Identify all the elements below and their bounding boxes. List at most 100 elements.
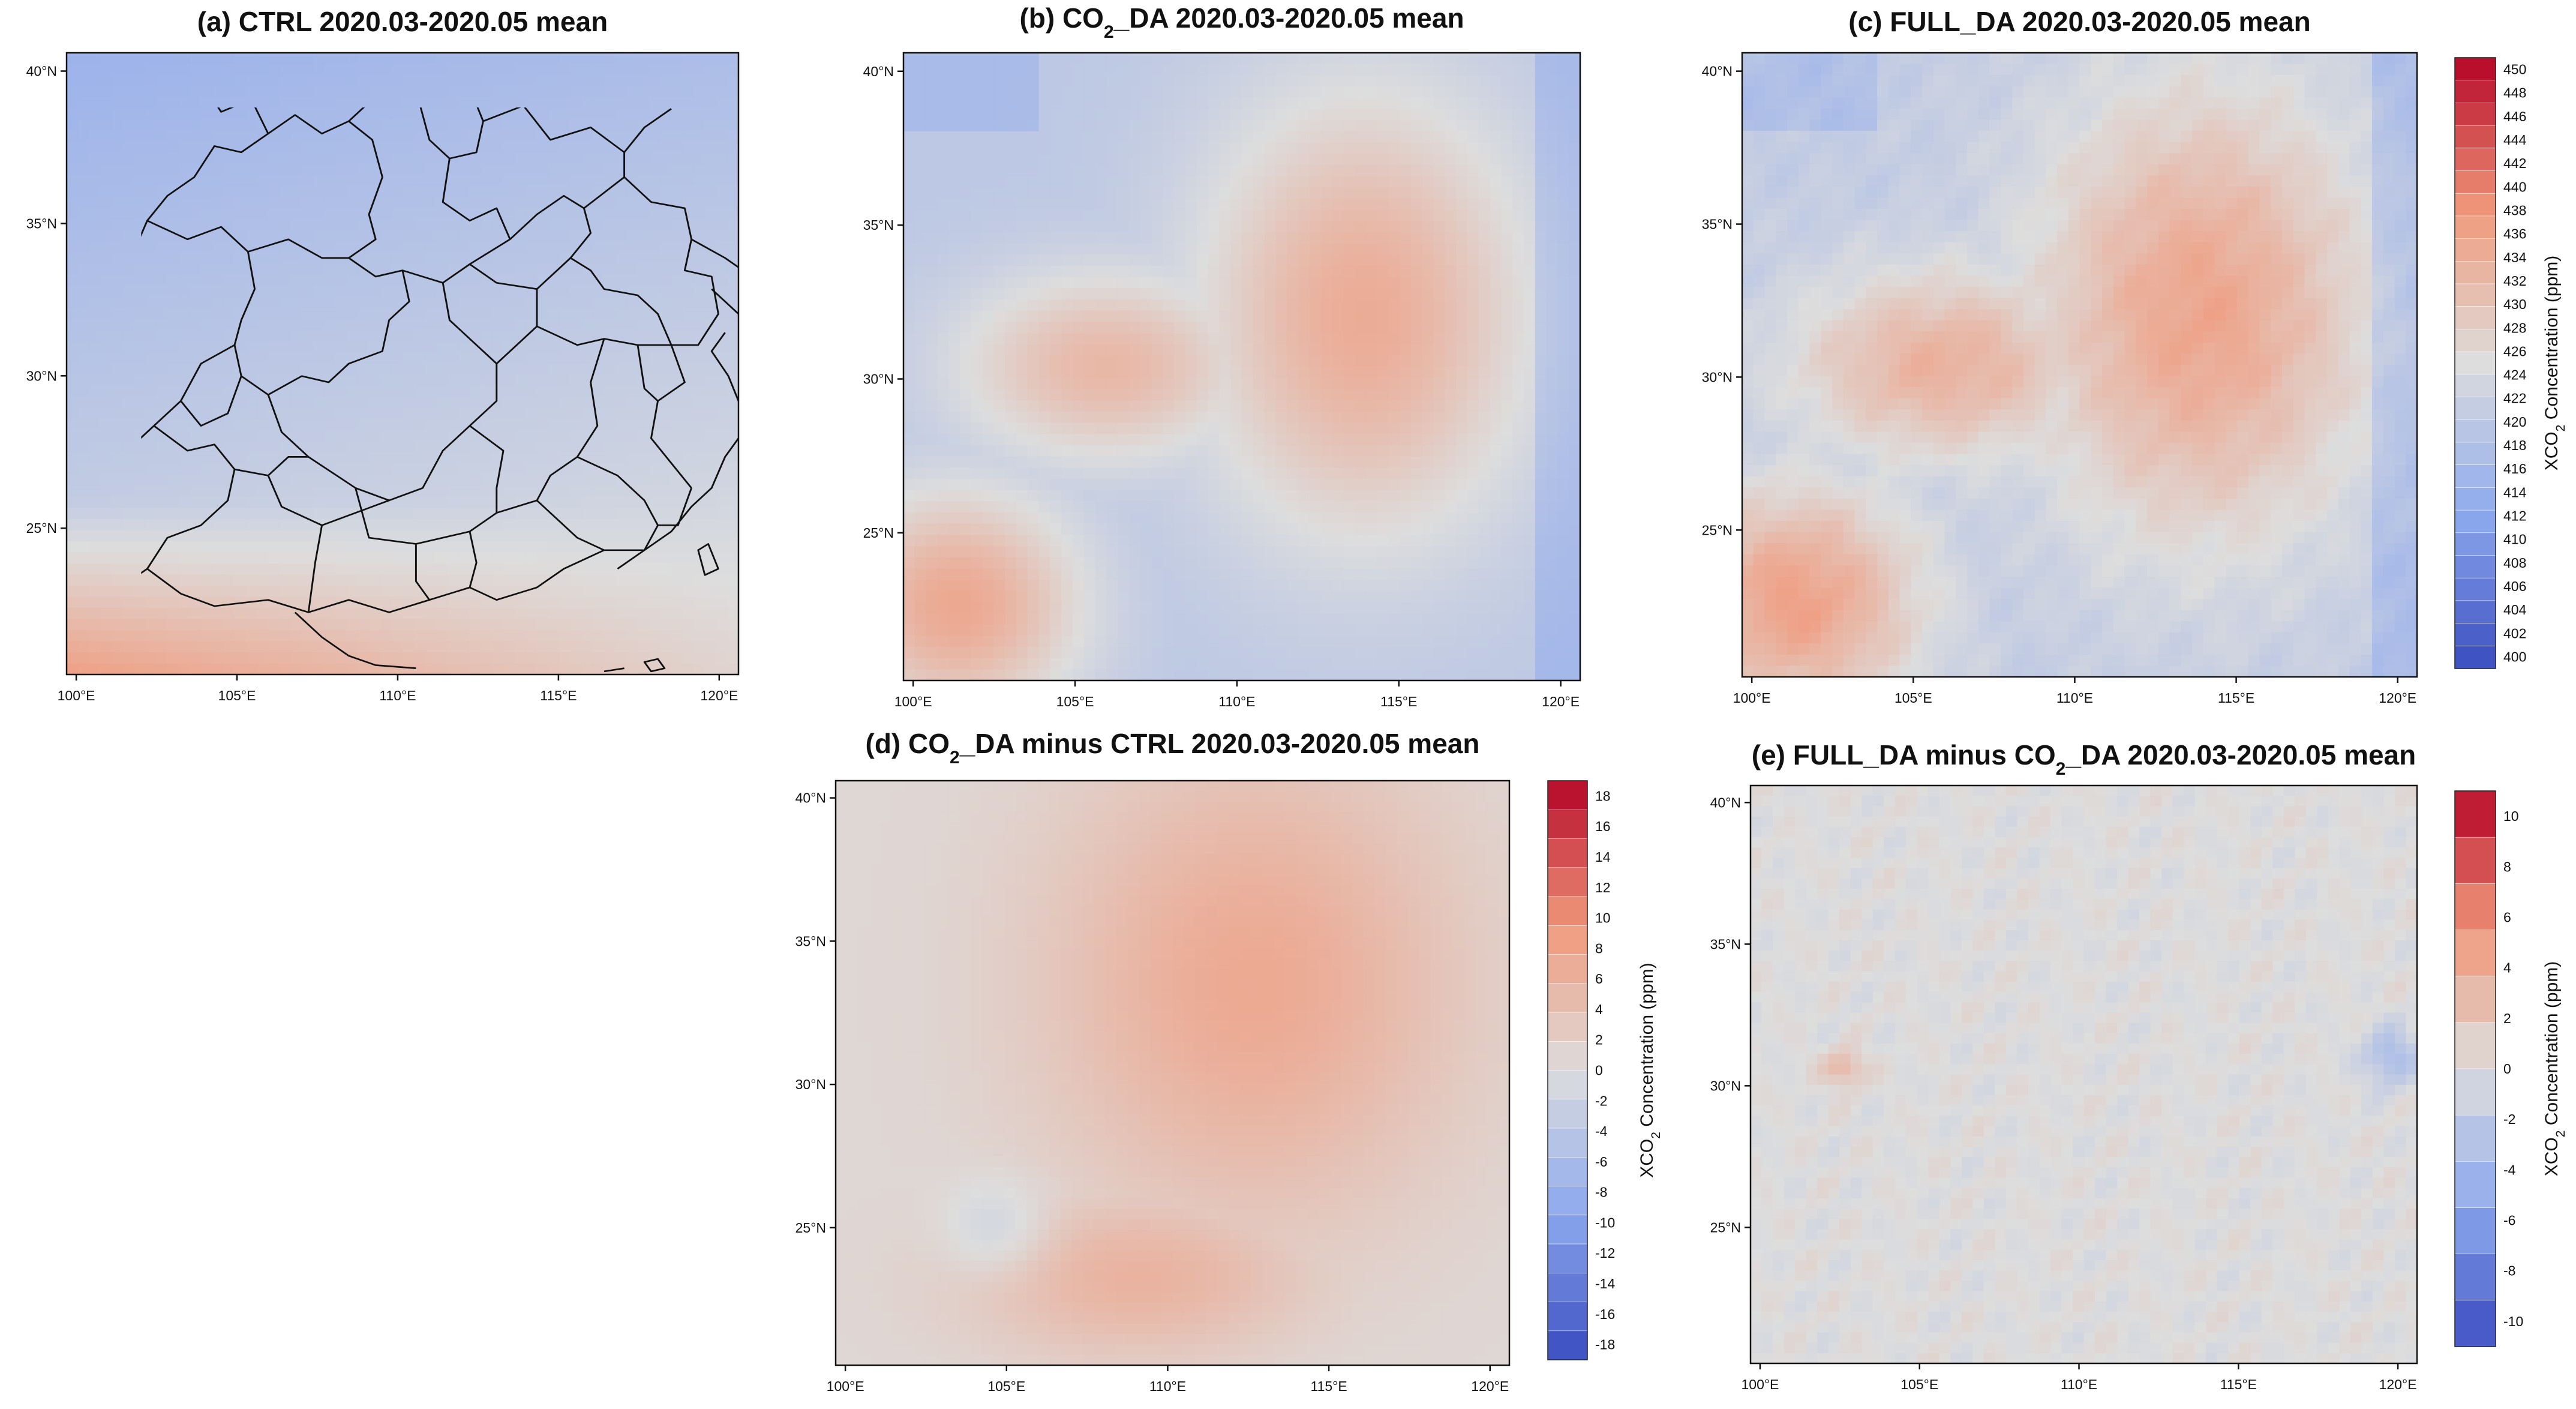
lat-tick-label: 40°N xyxy=(863,64,894,79)
colorbar-swatch xyxy=(2454,103,2496,126)
lon-tick-label: 105°E xyxy=(1901,1377,1938,1392)
map-frame-b xyxy=(902,52,1581,682)
colorbar-tick-label: 0 xyxy=(1595,1063,1603,1078)
map-frame-a xyxy=(65,52,740,676)
colorbar-tick-label: 426 xyxy=(2503,343,2526,359)
lat-tick-label: 35°N xyxy=(26,215,57,231)
lat-tick-label: 25°N xyxy=(1702,522,1733,538)
colorbar-swatch xyxy=(2454,646,2496,669)
colorbar-swatch xyxy=(2454,80,2496,104)
colorbar-swatch xyxy=(2454,148,2496,172)
colorbar-tick-label: 420 xyxy=(2503,414,2526,430)
colorbar-tick-label: -12 xyxy=(1595,1245,1615,1261)
lon-tick-label: 105°E xyxy=(218,688,256,703)
lat-tick-label: 35°N xyxy=(863,217,894,233)
lat-tick-label: 40°N xyxy=(26,63,57,79)
lon-tick-label: 120°E xyxy=(1471,1378,1509,1394)
colorbar-swatch xyxy=(2454,260,2496,284)
colorbar-swatch xyxy=(2454,442,2496,466)
lat-tick-label: 35°N xyxy=(1702,216,1733,232)
colorbar-swatch xyxy=(2454,1207,2496,1255)
colorbar-swatch xyxy=(2454,306,2496,330)
colorbar-tick-label: 438 xyxy=(2503,203,2526,218)
colorbar-tick-label: 408 xyxy=(2503,555,2526,571)
colorbar-swatch xyxy=(2454,215,2496,239)
colorbar-swatch xyxy=(2454,623,2496,647)
lat-tick-label: 40°N xyxy=(795,790,826,806)
lat-tick-label: 30°N xyxy=(795,1077,826,1092)
lon-tick-label: 110°E xyxy=(2056,690,2093,706)
lat-tick-label: 35°N xyxy=(795,933,826,949)
colorbar-swatch xyxy=(1547,867,1588,898)
colorbar-tick-label: -8 xyxy=(2503,1263,2515,1279)
colorbar-tick-label: 430 xyxy=(2503,296,2526,312)
lon-tick-label: 115°E xyxy=(1380,694,1417,709)
field-b xyxy=(903,53,1580,680)
colorbar-tick-label: 418 xyxy=(2503,437,2526,453)
colorbar-swatch xyxy=(1547,896,1588,927)
colorbar-swatch xyxy=(2454,1114,2496,1162)
colorbar-swatch xyxy=(2454,1300,2496,1347)
colorbar-swatch xyxy=(2454,170,2496,194)
colorbar-swatch xyxy=(2454,464,2496,488)
colorbar-swatch xyxy=(2454,837,2496,885)
field-e xyxy=(1751,786,2417,1363)
colorbar-tick-label: 4 xyxy=(2503,960,2511,976)
colorbar-swatch xyxy=(1547,925,1588,955)
colorbar-swatch xyxy=(2454,419,2496,443)
colorbar-swatch xyxy=(1547,1330,1588,1361)
colorbar-d2: -10 -8 -6 -4 -2 0 2 4 6 8 10 XCO2 Concentration (pp… xyxy=(2454,790,2568,1347)
colorbar-swatch xyxy=(2454,57,2496,81)
map-panel-e: (e) FULL_DA minus CO2_DA 2020.03-2020.05… xyxy=(1710,739,2418,1392)
lon-tick-label: 115°E xyxy=(2218,690,2254,706)
colorbar-swatch xyxy=(2454,532,2496,556)
lat-tick-label: 35°N xyxy=(1710,936,1741,952)
colorbar-swatch xyxy=(1547,1012,1588,1042)
field-d xyxy=(836,781,1509,1365)
colorbar-tick-label: 14 xyxy=(1595,849,1611,865)
colorbar-tick-label: 428 xyxy=(2503,320,2526,335)
colorbar-swatch xyxy=(1547,1243,1588,1274)
colorbar-swatch xyxy=(2454,351,2496,375)
colorbar-swatch xyxy=(2454,1068,2496,1116)
colorbar-tick-label: -8 xyxy=(1595,1185,1607,1200)
lon-tick-label: 105°E xyxy=(987,1378,1025,1394)
lat-tick-label: 30°N xyxy=(863,371,894,387)
colorbar-tick-label: -16 xyxy=(1595,1306,1615,1322)
colorbar-swatch xyxy=(1547,838,1588,868)
field-a xyxy=(67,53,738,674)
colorbar-tick-label: 412 xyxy=(2503,508,2526,524)
map-panel-d: (d) CO2_DA minus CTRL 2020.03-2020.05 me… xyxy=(795,728,1511,1394)
colorbar-swatch xyxy=(1547,954,1588,984)
colorbar-swatch xyxy=(1547,810,1588,840)
colorbar-swatch xyxy=(2454,397,2496,421)
map-frame-c xyxy=(1741,52,2418,678)
colorbar-tick-label: 2 xyxy=(2503,1011,2511,1026)
colorbar-tick-label: 400 xyxy=(2503,649,2526,664)
lon-tick-label: 115°E xyxy=(2220,1377,2257,1392)
colorbar-tick-label: 414 xyxy=(2503,484,2527,500)
colorbar-tick-label: 8 xyxy=(1595,940,1603,956)
lat-tick-label: 25°N xyxy=(795,1220,826,1236)
lon-tick-label: 100°E xyxy=(1733,690,1771,706)
colorbar-tick-label: 8 xyxy=(2503,859,2511,874)
lon-tick-label: 120°E xyxy=(2379,690,2416,706)
lon-tick-label: 105°E xyxy=(1895,690,1932,706)
colorbar-tick-label: -6 xyxy=(1595,1154,1607,1170)
colorbar-swatch xyxy=(2454,1254,2496,1301)
lat-tick-label: 25°N xyxy=(26,520,57,536)
colorbar-swatch xyxy=(2454,577,2496,601)
colorbar-tick-label: 424 xyxy=(2503,367,2527,383)
colorbar-tick-label: -14 xyxy=(1595,1276,1615,1291)
colorbar-tick-label: 6 xyxy=(1595,971,1603,987)
lat-tick-label: 25°N xyxy=(1710,1219,1741,1235)
colorbar-swatch xyxy=(2454,329,2496,353)
colorbar-swatch xyxy=(2454,487,2496,511)
colorbar-tick-label: 406 xyxy=(2503,578,2526,594)
colorbar-tick-label: 402 xyxy=(2503,625,2526,641)
colorbar-tick-label: 410 xyxy=(2503,532,2526,547)
colorbar-swatch xyxy=(1547,1157,1588,1187)
colorbar-swatch xyxy=(1547,1273,1588,1303)
lon-tick-label: 100°E xyxy=(894,694,932,709)
colorbar-swatch xyxy=(2454,600,2496,624)
